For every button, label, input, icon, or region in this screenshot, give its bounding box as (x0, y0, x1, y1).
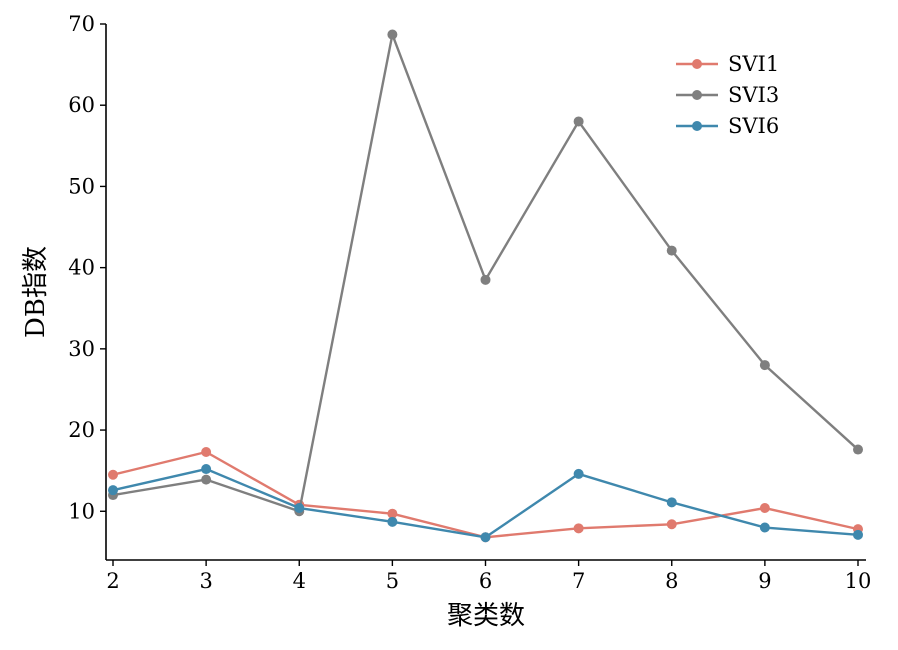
data-point-svi1 (666, 519, 677, 530)
data-point-svi3 (573, 116, 584, 127)
y-tick-label: 30 (68, 337, 95, 361)
data-point-svi3 (201, 474, 212, 485)
data-point-svi6 (201, 464, 212, 475)
legend-marker-svi1 (692, 59, 702, 69)
x-tick-label: 8 (665, 569, 678, 593)
y-tick-label: 60 (68, 93, 95, 117)
series-svi6 (108, 464, 863, 543)
y-axis-title: DB指数 (21, 246, 51, 338)
data-point-svi6 (853, 529, 863, 540)
series-layer (108, 29, 863, 543)
y-ticks: 10 20 30 40 50 60 70 (68, 12, 106, 523)
x-axis-title: 聚类数 (447, 601, 525, 631)
data-point-svi1 (108, 469, 118, 480)
y-tick-label: 50 (68, 174, 95, 198)
x-tick-label: 9 (758, 569, 771, 593)
legend: SVI1 SVI3 SVI6 (676, 52, 779, 138)
data-point-svi3 (666, 245, 677, 256)
data-point-svi1 (573, 523, 584, 534)
data-point-svi1 (759, 503, 770, 514)
data-point-svi3 (387, 29, 398, 40)
x-ticks: 2 3 4 5 6 7 8 9 10 (106, 560, 871, 593)
data-point-svi1 (201, 446, 212, 457)
data-point-svi6 (294, 503, 305, 514)
legend-label-svi1: SVI1 (728, 52, 779, 76)
series-svi1 (108, 446, 863, 543)
series-line-svi1 (112, 450, 859, 539)
x-tick-label: 2 (106, 569, 119, 593)
legend-item-svi6: SVI6 (676, 114, 779, 138)
data-point-svi6 (108, 485, 118, 496)
data-point-svi3 (480, 274, 491, 285)
y-tick-label: 40 (68, 256, 95, 280)
x-tick-label: 7 (572, 569, 585, 593)
x-tick-label: 10 (845, 569, 872, 593)
y-tick-label: 20 (68, 418, 95, 442)
x-tick-label: 3 (199, 569, 212, 593)
data-point-svi6 (759, 522, 770, 533)
x-tick-label: 5 (386, 569, 399, 593)
y-tick-label: 10 (68, 499, 95, 523)
data-point-svi6 (387, 516, 398, 527)
data-point-svi6 (666, 497, 677, 508)
legend-label-svi6: SVI6 (728, 114, 779, 138)
data-point-svi1 (387, 508, 398, 519)
x-tick-label: 4 (293, 569, 306, 593)
data-point-svi3 (853, 444, 863, 455)
y-tick-label: 70 (68, 12, 95, 36)
series-line-svi6 (112, 467, 859, 539)
data-point-svi6 (480, 532, 491, 543)
legend-label-svi3: SVI3 (728, 83, 779, 107)
data-point-svi6 (573, 468, 584, 479)
legend-marker-svi3 (692, 90, 702, 100)
legend-item-svi1: SVI1 (676, 52, 779, 76)
legend-item-svi3: SVI3 (676, 83, 779, 107)
x-tick-label: 6 (479, 569, 492, 593)
legend-marker-svi6 (692, 121, 702, 131)
data-point-svi3 (759, 360, 770, 371)
